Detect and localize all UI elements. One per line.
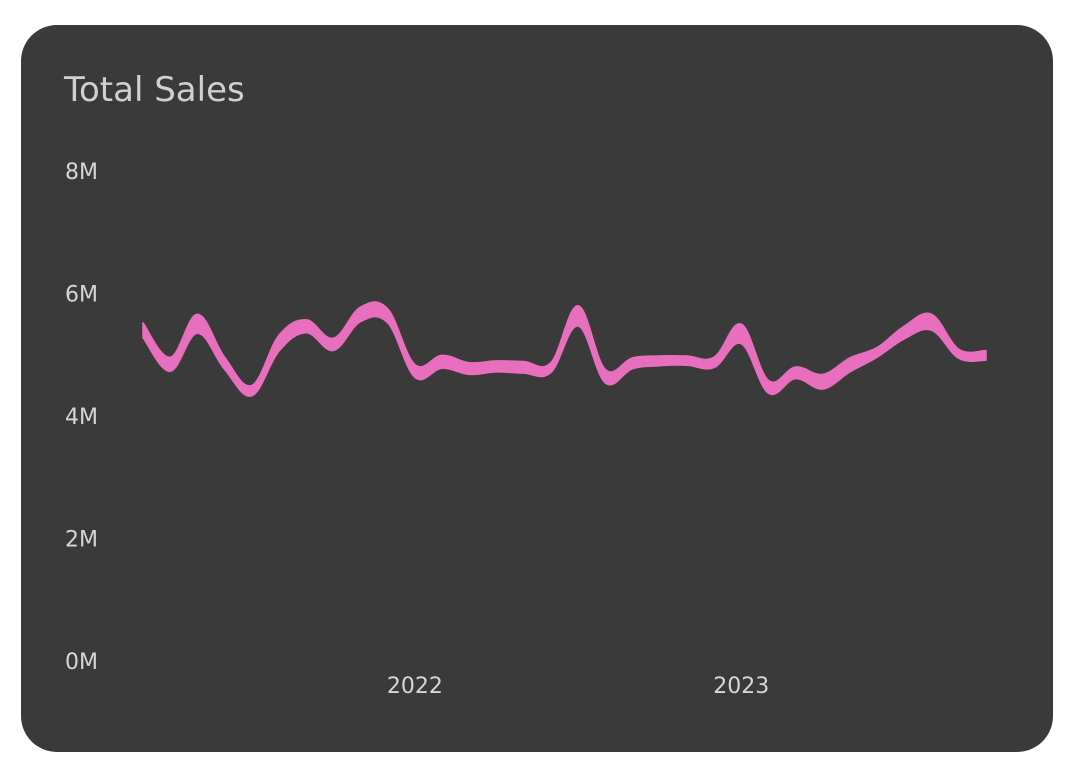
chart-card: Total Sales — [21, 25, 1053, 752]
y-tick-label: 6M — [65, 283, 98, 308]
x-tick-label: 2022 — [387, 674, 443, 699]
y-tick-label: 0M — [65, 650, 98, 675]
sales-band — [142, 301, 987, 397]
y-tick-label: 8M — [65, 160, 98, 185]
x-tick-label: 2023 — [713, 674, 769, 699]
y-axis: 0M 2M 4M 6M 8M — [65, 160, 98, 675]
y-tick-label: 4M — [65, 405, 98, 430]
chart-title: Total Sales — [64, 70, 245, 110]
y-tick-label: 2M — [65, 528, 98, 553]
x-axis: 2022 2023 — [387, 674, 769, 699]
